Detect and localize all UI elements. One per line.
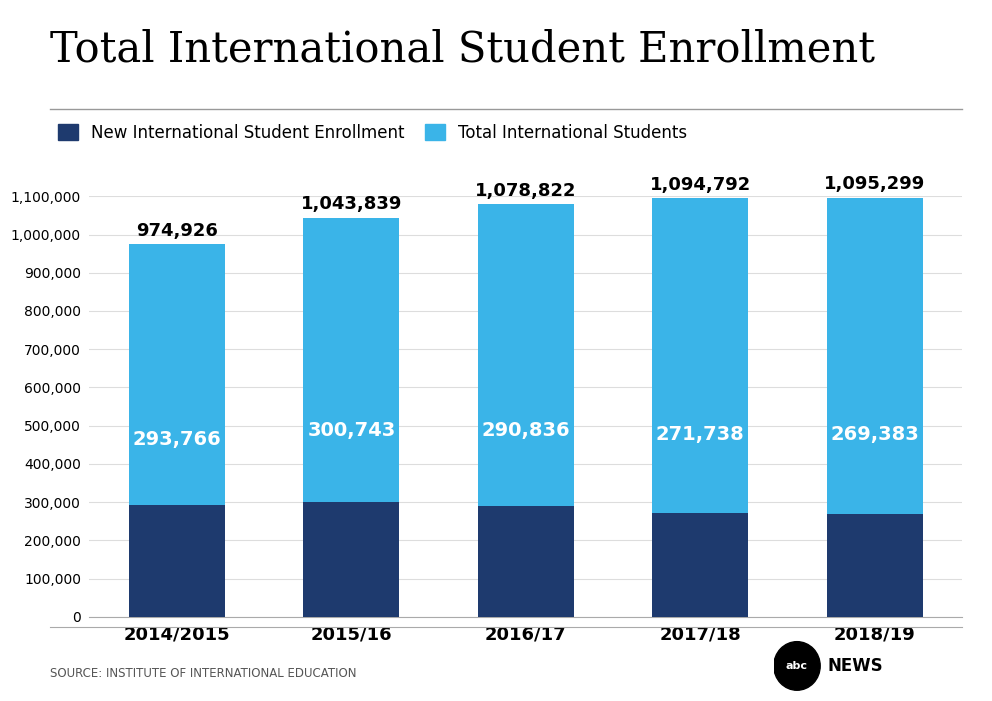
Text: 1,078,822: 1,078,822 — [475, 182, 576, 200]
Bar — [129, 505, 225, 617]
Text: NEWS: NEWS — [827, 657, 883, 675]
Text: Total International Student Enrollment: Total International Student Enrollment — [50, 28, 875, 70]
Text: 290,836: 290,836 — [481, 421, 570, 440]
Text: SOURCE: INSTITUTE OF INTERNATIONAL EDUCATION: SOURCE: INSTITUTE OF INTERNATIONAL EDUCA… — [50, 667, 356, 680]
Bar — [129, 244, 225, 505]
Circle shape — [774, 641, 820, 690]
Legend: New International Student Enrollment, Total International Students: New International Student Enrollment, To… — [58, 124, 687, 142]
Text: 1,095,299: 1,095,299 — [824, 175, 926, 193]
Bar — [478, 505, 573, 617]
Bar — [826, 514, 923, 617]
Text: abc: abc — [786, 661, 807, 671]
Text: 293,766: 293,766 — [133, 430, 221, 449]
Text: 1,043,839: 1,043,839 — [301, 195, 402, 213]
Text: 300,743: 300,743 — [308, 421, 396, 440]
Bar — [652, 513, 748, 617]
Text: 269,383: 269,383 — [830, 426, 919, 444]
Bar — [652, 198, 748, 513]
Bar — [826, 198, 923, 514]
Text: 974,926: 974,926 — [136, 222, 218, 240]
Text: 271,738: 271,738 — [656, 425, 745, 444]
Bar — [478, 205, 573, 505]
Bar — [304, 218, 400, 502]
Bar — [304, 502, 400, 617]
Text: 1,094,792: 1,094,792 — [650, 176, 751, 193]
